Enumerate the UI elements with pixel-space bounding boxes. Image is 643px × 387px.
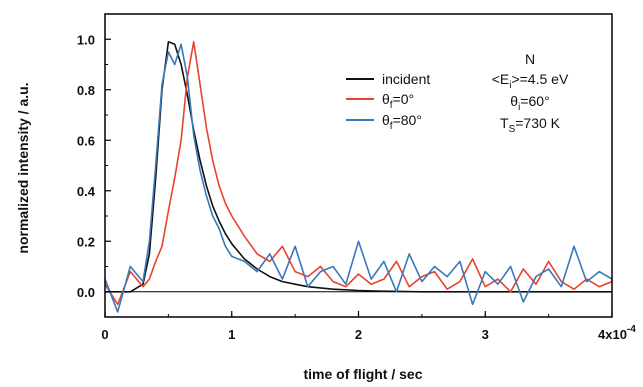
- y-tick-label: 0.0: [77, 285, 95, 300]
- y-tick-label: 0.2: [77, 234, 95, 249]
- annotation-text-part: <E: [492, 71, 510, 87]
- legend-label-part: θ: [382, 91, 390, 107]
- annotation-text: TS=730 K: [500, 115, 561, 135]
- x-exponent-label: -4: [627, 324, 636, 335]
- x-tick-label: 4x10-4: [598, 324, 636, 342]
- legend-label: θf=80°: [382, 112, 422, 132]
- y-axis-title: normalized intensity / a.u.: [15, 82, 31, 253]
- legend-label-part: incident: [382, 71, 430, 87]
- x-axis-title: time of flight / sec: [303, 366, 422, 382]
- annotation-text-part: >=4.5 eV: [511, 71, 568, 87]
- x-axis: 0 1 2 3 4x10-4: [101, 311, 636, 342]
- y-tick-label: 1.0: [77, 32, 95, 47]
- annotation-text-part: N: [525, 51, 535, 67]
- condition-annotations: N <Ei>=4.5 eVθi=60°TS=730 K: [492, 51, 569, 135]
- legend-label-part: =0°: [393, 91, 415, 107]
- y-tick-label: 0.6: [77, 133, 95, 148]
- annotation-text-part: θ: [510, 93, 518, 109]
- annotation-text: <Ei>=4.5 eV: [492, 71, 569, 91]
- legend-label: θf=0°: [382, 91, 414, 111]
- x-tick-label: 2: [355, 327, 362, 342]
- annotation-text-part: =730 K: [515, 115, 560, 131]
- annotation-text: θi=60°: [510, 93, 549, 113]
- plot-frame: [105, 14, 612, 317]
- y-tick-label: 0.8: [77, 83, 95, 98]
- legend-label-part: θ: [382, 112, 390, 128]
- annotation-text: N: [525, 51, 535, 67]
- x-tick-label: 1: [228, 327, 235, 342]
- legend: incident θf=0°θf=80°: [346, 71, 430, 132]
- annotation-text-part: =60°: [520, 93, 549, 109]
- legend-label-part: =80°: [393, 112, 422, 128]
- legend-label: incident: [382, 71, 430, 87]
- y-axis: 0.0 0.2 0.4 0.6 0.8 1.0: [77, 14, 111, 300]
- x-tick-label: 3: [482, 327, 489, 342]
- y-tick-label: 0.4: [77, 184, 96, 199]
- x-tick-label: 0: [101, 327, 108, 342]
